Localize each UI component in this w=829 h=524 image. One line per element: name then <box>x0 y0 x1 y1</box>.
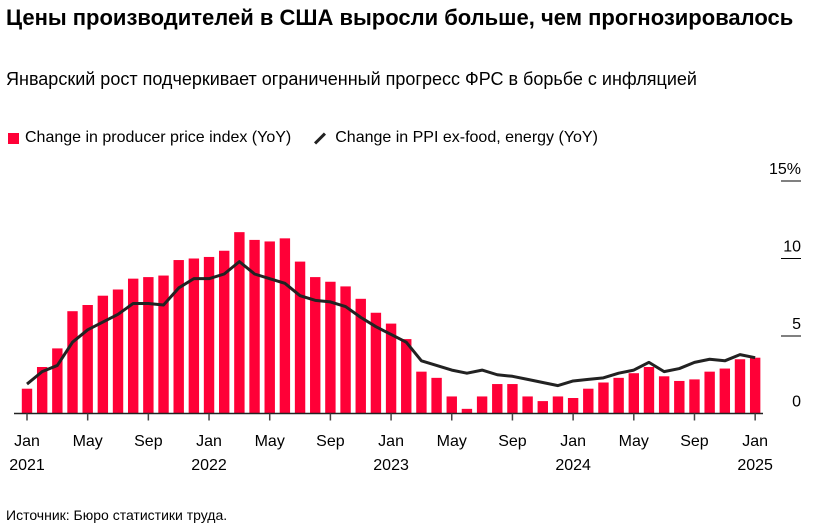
bar <box>598 382 609 414</box>
x-tick-year-label: 2023 <box>373 457 409 474</box>
bar <box>552 396 564 414</box>
x-tick-label: Jan <box>196 433 222 450</box>
bar <box>355 298 366 414</box>
x-tick-year-label: 2025 <box>737 457 773 474</box>
x-tick-label: Jan <box>378 433 404 450</box>
x-tick-year-label: 2024 <box>555 457 591 474</box>
x-tick-label: Sep <box>498 433 527 450</box>
bar <box>325 281 336 414</box>
x-tick-year-label: 2022 <box>191 457 227 474</box>
bar <box>674 380 685 414</box>
x-tick-label: May <box>437 433 467 450</box>
bar <box>734 359 746 414</box>
bar <box>112 289 124 414</box>
bar <box>461 408 473 414</box>
bar <box>385 323 397 414</box>
bar <box>583 388 594 414</box>
bar <box>310 277 321 414</box>
legend-line-label: Change in PPI ex-food, energy (YoY) <box>335 129 598 146</box>
bar <box>21 388 33 414</box>
bar <box>476 396 488 414</box>
bar <box>689 379 700 414</box>
bar <box>52 348 63 414</box>
bar <box>97 295 109 414</box>
chart-title: Цены производителей в США выросли больше… <box>6 5 794 30</box>
x-tick-label: Sep <box>134 433 163 450</box>
x-tick-label: Sep <box>316 433 345 450</box>
bar <box>431 377 442 414</box>
y-tick-label: 0 <box>792 394 801 411</box>
bar <box>492 384 503 414</box>
x-tick-label: Sep <box>680 433 709 450</box>
x-tick-label: Jan <box>14 433 40 450</box>
x-tick-label: May <box>73 433 103 450</box>
x-tick-label: May <box>255 433 285 450</box>
bar <box>264 241 275 414</box>
bar <box>567 398 579 414</box>
bar <box>522 396 533 414</box>
bar <box>188 258 200 414</box>
bar <box>67 311 78 414</box>
bar <box>203 256 215 414</box>
bar <box>416 371 427 414</box>
bar <box>401 339 412 414</box>
bar <box>36 367 48 414</box>
bar <box>704 371 715 414</box>
bar <box>749 357 761 414</box>
x-tick-label: Jan <box>742 433 768 450</box>
x-tick-label: Jan <box>560 433 586 450</box>
bar <box>613 377 624 414</box>
bar <box>249 239 260 414</box>
bar <box>719 368 731 414</box>
bar <box>234 232 245 414</box>
bar <box>446 396 457 414</box>
y-tick-label: 10 <box>783 239 801 256</box>
bar <box>279 238 291 414</box>
x-tick-label: May <box>619 433 649 450</box>
bar <box>507 384 518 414</box>
chart-subtitle: Январский рост подчеркивает ограниченный… <box>6 69 697 89</box>
legend-bar-swatch <box>8 132 19 144</box>
bar <box>173 260 184 414</box>
bar <box>143 277 154 414</box>
bar <box>628 373 639 414</box>
bar <box>658 376 670 414</box>
core-ppi-line <box>26 260 756 388</box>
legend: Change in producer price index (YoY) Cha… <box>8 129 598 147</box>
bar <box>370 312 382 414</box>
chart: 0 5 10 15% Jan 2021 May Sep Jan 2022 May Sep Jan 2023… <box>9 161 801 474</box>
bar <box>537 401 548 414</box>
bar <box>127 278 139 414</box>
x-tick-year-label: 2021 <box>9 457 45 474</box>
source-note: Источник: Бюро статистики труда. <box>6 507 228 523</box>
legend-bar-label: Change in producer price index (YoY) <box>25 129 292 146</box>
bar <box>82 305 93 414</box>
bar <box>219 250 230 414</box>
y-tick-label: 15% <box>769 161 801 178</box>
bar <box>643 367 655 414</box>
bar <box>158 275 169 414</box>
bar <box>340 286 351 414</box>
bar <box>294 261 306 414</box>
y-tick-label: 5 <box>792 316 801 333</box>
